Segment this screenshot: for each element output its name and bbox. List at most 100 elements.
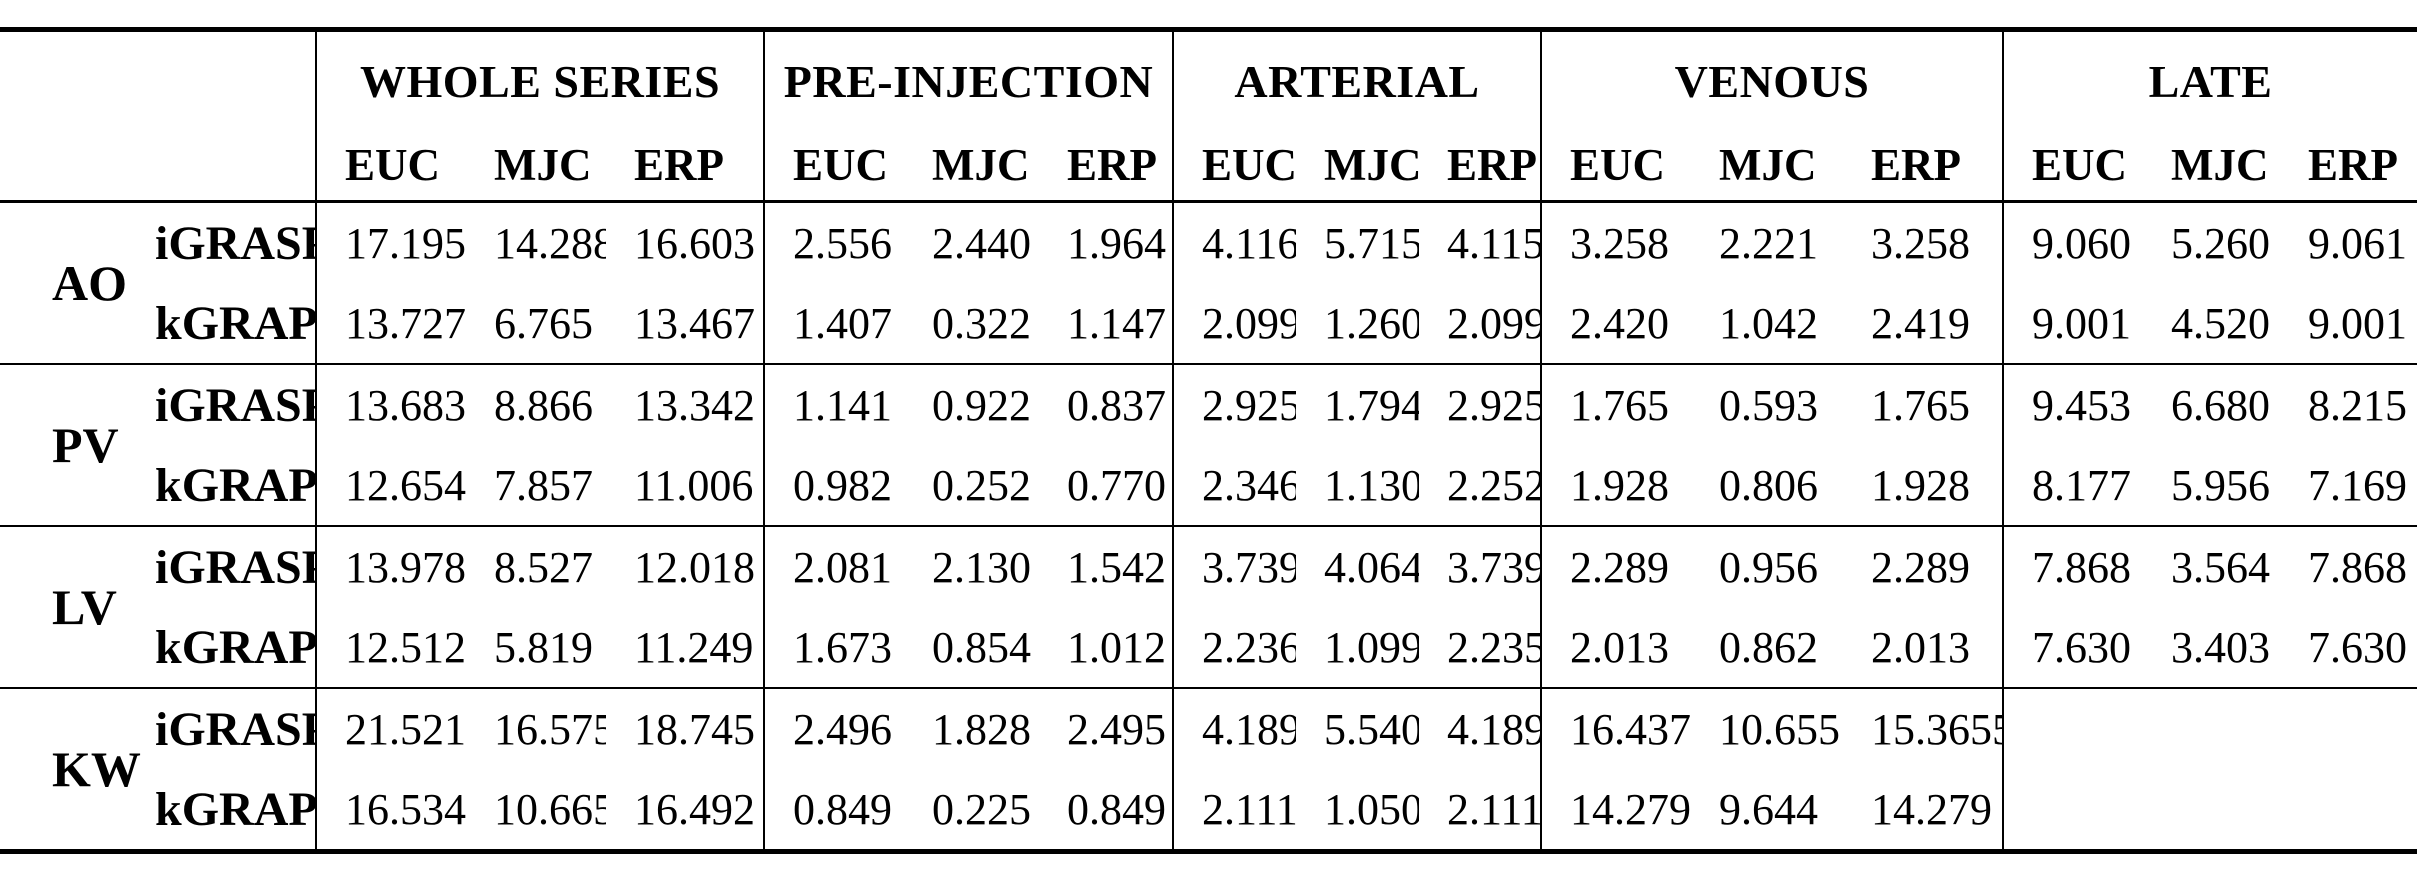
table-row: AO iGRASP 17.195 14.288 16.603 2.556 2.4… xyxy=(0,201,2417,311)
column-subheader: ERP xyxy=(606,130,765,203)
value-cell: 16.492 xyxy=(634,784,755,834)
value-cell: 16.603 xyxy=(634,218,755,268)
value-cell: 1.147 xyxy=(1067,298,1167,348)
region-label: PV xyxy=(0,363,155,526)
column-subheader-row: EUC MJC ERP EUC MJC ERP EUC MJC ERP EUC … xyxy=(0,130,2417,203)
value-cell: 2.495 xyxy=(1039,687,1174,769)
value-cell: 3.258 xyxy=(1871,218,1971,268)
value-cell: 9.001 xyxy=(2002,283,2144,364)
value-cell: 1.042 xyxy=(1719,298,1819,348)
value-cell xyxy=(2280,687,2417,769)
value-cell: 3.258 xyxy=(1540,201,1692,283)
value-cell: 7.857 xyxy=(494,460,593,510)
corner-cell xyxy=(0,30,316,131)
value-cell: 1.050 xyxy=(1324,784,1420,834)
value-cell: 1.012 xyxy=(1067,622,1167,672)
value-cell: 6.765 xyxy=(494,298,593,348)
table-body: AO iGRASP 17.195 14.288 16.603 2.556 2.4… xyxy=(0,201,2417,852)
value-cell xyxy=(2280,769,2417,852)
value-cell: 5.819 xyxy=(494,622,593,672)
value-cell: 13.683 xyxy=(315,363,466,445)
value-cell: 1.260 xyxy=(1324,298,1420,348)
table-row: KW iGRASP 21.521 16.575 18.745 2.496 1.8… xyxy=(0,687,2417,852)
value-cell: 0.225 xyxy=(932,784,1032,834)
value-cell: 8.177 xyxy=(2002,445,2144,526)
value-cell: 0.837 xyxy=(1039,363,1174,445)
value-cell: 4.189 xyxy=(1419,687,1542,769)
column-subheader: ERP xyxy=(1419,130,1542,203)
value-cell: 4.520 xyxy=(2171,298,2271,348)
value-cell: 13.342 xyxy=(606,363,765,445)
value-cell xyxy=(2002,687,2144,769)
value-cell: 4.116 xyxy=(1172,201,1297,283)
table-row: LV iGRASP 13.978 8.527 12.018 2.081 2.13… xyxy=(0,525,2417,688)
value-cell: 2.440 xyxy=(932,218,1032,268)
region-label: AO xyxy=(52,255,127,311)
value-cell: 0.982 xyxy=(763,445,905,526)
value-cell: 13.467 xyxy=(634,298,755,348)
value-cell: 11.006 xyxy=(634,460,754,510)
value-cell: 2.099 xyxy=(1447,298,1542,348)
value-cell: 14.279 xyxy=(1540,769,1692,852)
value-cell: 1.130 xyxy=(1324,460,1420,510)
value-cell: 2.252 xyxy=(1447,460,1542,510)
value-cell: 0.854 xyxy=(932,622,1032,672)
table-row: PV iGRASP 13.683 8.866 13.342 1.141 0.92… xyxy=(0,363,2417,526)
table-row: kGRAP 12.512 5.819 11.249 1.673 0.854 1.… xyxy=(0,607,2417,688)
value-cell xyxy=(2143,687,2281,769)
column-subheader: MJC xyxy=(1691,130,1844,203)
value-cell: 2.221 xyxy=(1719,218,1819,268)
value-cell: 8.866 xyxy=(466,363,606,445)
method-label: kGRAP xyxy=(155,458,316,512)
value-cell: 1.099 xyxy=(1324,622,1420,672)
value-cell: 9.061 xyxy=(2308,218,2408,268)
value-cell: 1.828 xyxy=(904,687,1040,769)
value-cell: 0.956 xyxy=(1691,525,1844,607)
region-label: LV xyxy=(0,525,155,688)
method-label: iGRASP xyxy=(155,363,316,445)
value-cell: 1.964 xyxy=(1067,218,1167,268)
column-subheader: ERP xyxy=(1843,130,2004,203)
value-cell: 1.928 xyxy=(1540,445,1692,526)
value-cell: 4.115 xyxy=(1447,218,1542,268)
value-cell: 2.496 xyxy=(763,687,905,769)
method-label: iGRASP xyxy=(155,687,316,769)
value-cell: 4.064 xyxy=(1296,525,1420,607)
value-cell: 3.739 xyxy=(1419,525,1542,607)
value-cell: 7.169 xyxy=(2308,460,2408,510)
value-cell: 0.806 xyxy=(1719,460,1819,510)
value-cell: 16.575 xyxy=(466,687,606,769)
value-cell: 11.249 xyxy=(634,622,754,672)
value-cell: 2.013 xyxy=(1540,607,1692,688)
value-cell: 2.925 xyxy=(1419,363,1542,445)
value-cell: 12.654 xyxy=(315,445,466,526)
column-group-header: ARTERIAL xyxy=(1172,29,1542,130)
value-cell: 16.437 xyxy=(1540,687,1692,769)
value-cell: 16.534 xyxy=(315,769,466,852)
value-cell: 5.956 xyxy=(2171,460,2271,510)
value-cell: 2.289 xyxy=(1540,525,1692,607)
corner-cell xyxy=(0,130,316,203)
value-cell: 21.521 xyxy=(315,687,466,769)
value-cell: 7.630 xyxy=(2308,622,2408,672)
value-cell: 1.794 xyxy=(1296,363,1420,445)
results-table: WHOLE SERIES PRE-INJECTION ARTERIAL VENO… xyxy=(0,27,2417,854)
value-cell xyxy=(2002,769,2144,852)
column-subheader: MJC xyxy=(904,130,1040,203)
value-cell: 9.001 xyxy=(2308,298,2408,348)
value-cell: 12.018 xyxy=(606,525,765,607)
value-cell: 1.542 xyxy=(1039,525,1174,607)
value-cell: 12.512 xyxy=(315,607,466,688)
column-subheader: EUC xyxy=(1172,130,1297,203)
value-cell: 3.403 xyxy=(2171,622,2271,672)
value-cell: 2.081 xyxy=(763,525,905,607)
column-group-header: VENOUS xyxy=(1540,29,2004,130)
value-cell xyxy=(2143,769,2280,852)
table-header: WHOLE SERIES PRE-INJECTION ARTERIAL VENO… xyxy=(0,29,2417,203)
value-cell: 2.236 xyxy=(1172,607,1297,688)
value-cell: 1.765 xyxy=(1540,363,1692,445)
value-cell: 14.288 xyxy=(494,218,606,268)
value-cell: 2.556 xyxy=(763,201,905,283)
value-cell: 2.013 xyxy=(1871,622,1971,672)
column-subheader: EUC xyxy=(2002,130,2144,203)
